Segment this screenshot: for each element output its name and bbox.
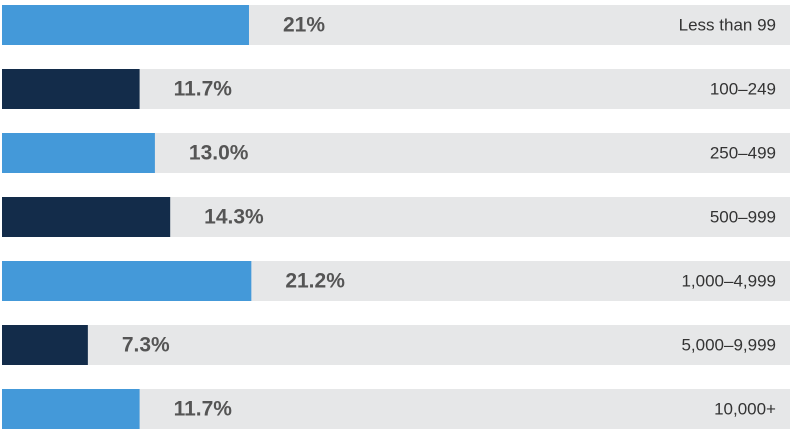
category-label: 100–249	[710, 79, 776, 98]
category-label: 5,000–9,999	[681, 335, 776, 354]
value-label: 21%	[283, 14, 325, 37]
bar	[2, 325, 88, 365]
category-label: 1,000–4,999	[681, 271, 776, 290]
bar	[2, 5, 249, 45]
bar	[2, 69, 140, 109]
category-label: Less than 99	[679, 15, 776, 34]
bar	[2, 261, 252, 301]
bar-track	[2, 325, 790, 365]
category-label: 500–999	[710, 207, 776, 226]
category-label: 10,000+	[714, 399, 776, 418]
bar	[2, 197, 171, 237]
value-label: 11.7%	[174, 398, 233, 421]
value-label: 11.7%	[174, 78, 233, 101]
value-label: 21.2%	[285, 270, 345, 293]
value-label: 7.3%	[122, 334, 170, 357]
bar	[2, 133, 155, 173]
value-label: 13.0%	[189, 142, 249, 165]
category-label: 250–499	[710, 143, 776, 162]
value-label: 14.3%	[204, 206, 264, 229]
bar	[2, 389, 140, 429]
